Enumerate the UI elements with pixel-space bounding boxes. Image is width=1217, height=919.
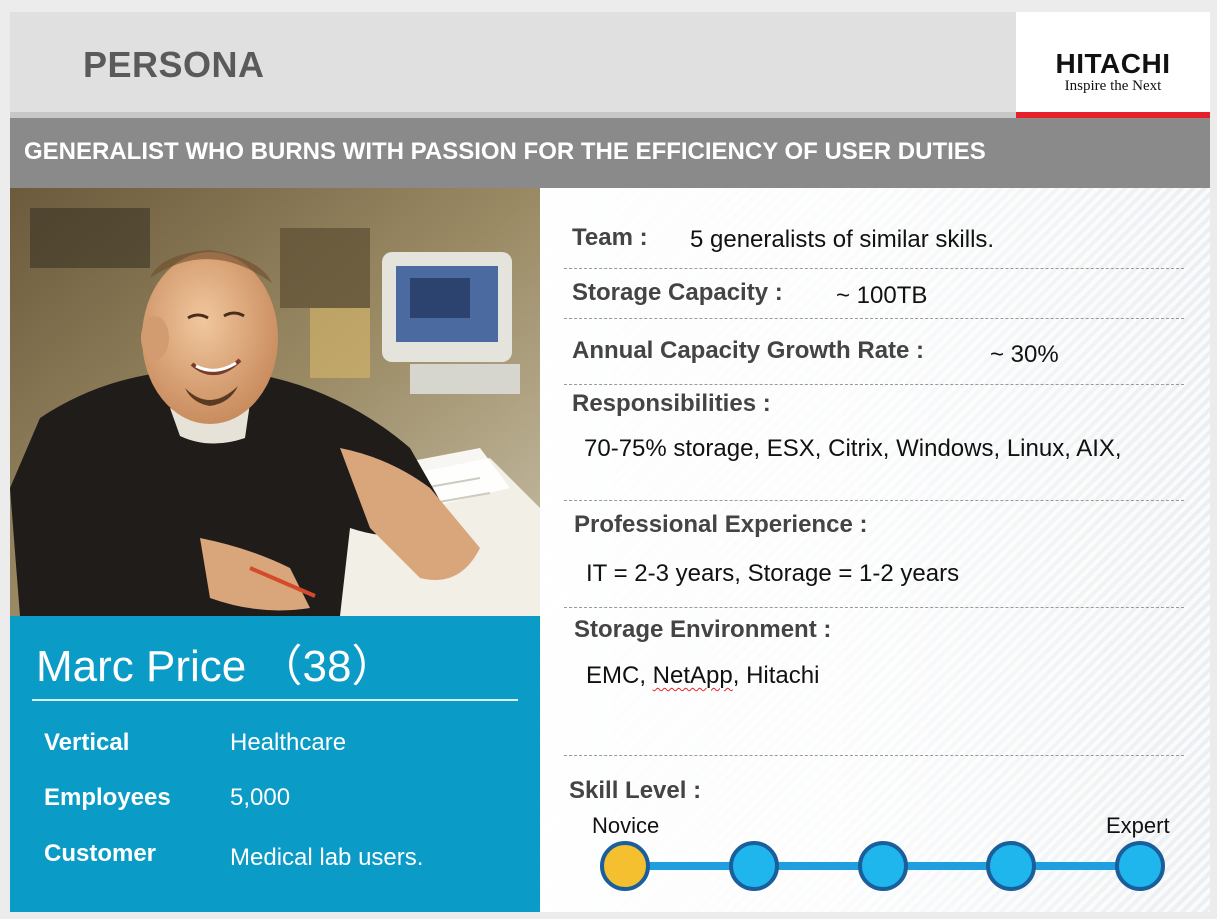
skill-scale-segment xyxy=(753,862,883,870)
divider xyxy=(564,755,1184,756)
divider xyxy=(564,500,1184,501)
environment-part-3: , Hitachi xyxy=(732,662,820,689)
logo-red-stripe xyxy=(1016,112,1210,118)
hitachi-logo: HITACHI Inspire the Next xyxy=(1016,12,1210,118)
employees-value: 5,000 xyxy=(230,784,291,811)
page-title: PERSONA xyxy=(83,44,265,85)
responsibilities-label: Responsibilities : xyxy=(572,390,771,417)
environment-value: EMC, NetApp, Hitachi xyxy=(586,662,819,690)
customer-value: Medical lab users. xyxy=(230,844,424,871)
growth-rate-label: Annual Capacity Growth Rate : xyxy=(572,337,925,364)
logo-wordmark: HITACHI xyxy=(1055,48,1171,79)
header-bar: PERSONA HITACHI Inspire the Next xyxy=(10,12,1210,118)
storage-capacity-value: ~ 100TB xyxy=(836,282,928,309)
growth-rate-value: ~ 30% xyxy=(990,341,1059,368)
card-divider xyxy=(32,699,518,701)
logo-tagline-text: Inspire the Next xyxy=(1064,78,1162,94)
divider xyxy=(564,384,1184,385)
skill-max-label: Expert xyxy=(1106,813,1170,838)
skill-scale-segment xyxy=(1011,862,1140,870)
persona-card: Marc Price （38） Vertical Healthcare Empl… xyxy=(10,616,540,912)
vertical-label: Vertical xyxy=(44,729,130,756)
persona-slide: PERSONA HITACHI Inspire the Next GENERAL… xyxy=(10,12,1210,912)
skill-level-label: Skill Level : xyxy=(569,777,702,804)
environment-part-1: EMC, xyxy=(586,662,653,689)
divider xyxy=(564,607,1184,608)
skill-scale-segment xyxy=(625,862,754,870)
persona-photo-image xyxy=(10,188,540,616)
skill-dot-selected xyxy=(600,841,650,891)
team-value: 5 generalists of similar skills. xyxy=(690,226,995,253)
divider xyxy=(564,268,1184,269)
responsibilities-value: 70-75% storage, ESX, Citrix, Windows, Li… xyxy=(584,435,1122,462)
profile-panel: Team : 5 generalists of similar skills. … xyxy=(540,188,1210,912)
persona-name: Marc Price （38） xyxy=(36,642,396,691)
persona-photo xyxy=(10,188,540,616)
logo-tagline: Inspire the Next xyxy=(1016,78,1210,95)
skill-scale-segment xyxy=(882,862,1012,870)
environment-part-2: NetApp xyxy=(652,662,733,689)
environment-label: Storage Environment : xyxy=(574,616,832,643)
customer-label: Customer xyxy=(44,840,157,867)
employees-label: Employees xyxy=(44,784,171,811)
team-label: Team : xyxy=(572,224,648,251)
divider xyxy=(564,318,1184,319)
vertical-value: Healthcare xyxy=(230,729,347,756)
skill-min-label: Novice xyxy=(592,813,660,838)
skill-dot xyxy=(857,841,908,891)
experience-label: Professional Experience : xyxy=(574,511,868,538)
header-divider xyxy=(10,112,1016,118)
skill-dot xyxy=(986,841,1037,891)
persona-subtitle: GENERALIST WHO BURNS WITH PASSION FOR TH… xyxy=(24,138,986,165)
skill-dot xyxy=(1115,841,1165,891)
subtitle-band: GENERALIST WHO BURNS WITH PASSION FOR TH… xyxy=(10,118,1210,188)
storage-capacity-label: Storage Capacity : xyxy=(572,279,783,306)
experience-value: IT = 2-3 years, Storage = 1-2 years xyxy=(586,560,960,587)
skill-dot xyxy=(728,841,779,891)
